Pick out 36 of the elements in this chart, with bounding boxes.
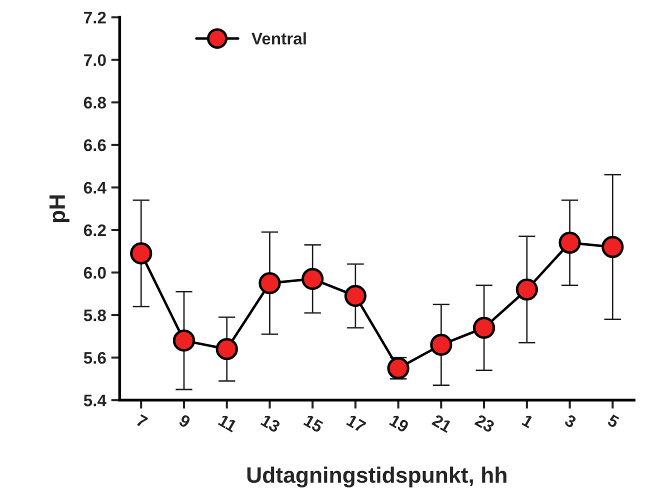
point [302,268,324,290]
point [472,316,496,339]
x-tick-label: 23 [474,414,496,433]
point [172,330,196,352]
y-tick-label: 6.8 [84,96,106,109]
point [516,278,538,301]
x-tick-label: 13 [260,414,281,433]
y-tick-label: 7.2 [84,12,106,24]
y-tick-label: 6.2 [84,224,106,236]
x-tick-label: 7 [136,414,148,428]
y-tick-label: 6.6 [84,139,106,152]
x-tick-label: 21 [431,414,452,433]
x-tick-label: 17 [346,414,366,433]
point [558,232,581,254]
y-tick-label: 5.4 [84,394,106,406]
x-tick-label: 5 [606,414,620,428]
point [216,338,238,360]
point [344,284,367,307]
x-tick-label: 19 [388,414,410,433]
point [130,242,152,264]
x-tick-label: 1 [522,414,534,428]
x-tick-label: 9 [178,414,192,428]
x-tick-label: 15 [303,414,324,433]
x-axis-title: Udtagningstidspunkt, hh [247,466,506,488]
y-tick-label: 5.8 [84,309,106,322]
y-tick-label: 5.6 [84,352,106,364]
point [602,236,624,258]
point [430,334,452,356]
x-tick-label: 11 [218,414,238,432]
y-axis-title: pH [50,195,70,222]
legend-label: Ventral [252,32,306,45]
y-tick-label: 6.4 [84,182,106,194]
y-tick-label: 7.0 [84,54,106,66]
x-tick-label: 3 [564,414,577,428]
point [258,272,281,294]
y-tick-label: 6.0 [84,266,106,279]
